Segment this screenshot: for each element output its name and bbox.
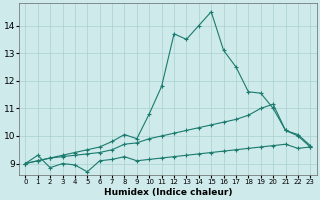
X-axis label: Humidex (Indice chaleur): Humidex (Indice chaleur) bbox=[104, 188, 232, 197]
